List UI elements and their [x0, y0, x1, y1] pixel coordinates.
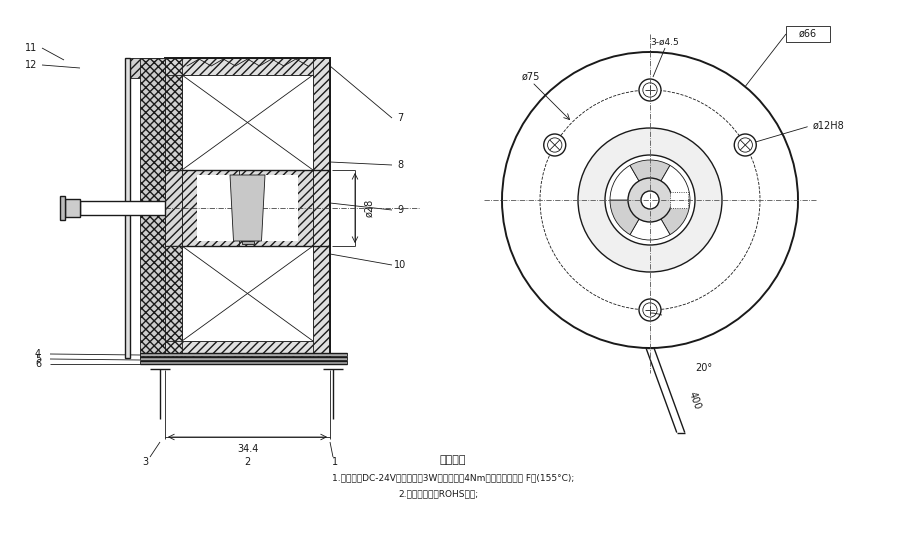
- Bar: [60, 196, 65, 220]
- Text: 34.4: 34.4: [237, 444, 258, 454]
- Text: 2.产品符合欧洲ROHS指令;: 2.产品符合欧洲ROHS指令;: [398, 489, 478, 499]
- Bar: [239, 170, 313, 246]
- Circle shape: [735, 134, 756, 156]
- Bar: [165, 75, 182, 170]
- Bar: [165, 58, 330, 75]
- Circle shape: [605, 155, 695, 245]
- Text: 7: 7: [397, 113, 403, 123]
- Wedge shape: [610, 200, 650, 234]
- Text: 1.额定电压DC-24V，消耗功率3W，额定扭矩4Nm，绕组绝缘等级 F级(155°C);: 1.额定电压DC-24V，消耗功率3W，额定扭矩4Nm，绕组绝缘等级 F级(15…: [332, 473, 574, 482]
- Circle shape: [628, 178, 672, 222]
- Text: 11: 11: [25, 43, 37, 53]
- Bar: [182, 170, 256, 246]
- Bar: [80, 201, 165, 215]
- Wedge shape: [650, 165, 690, 200]
- Bar: [165, 58, 182, 358]
- Circle shape: [639, 79, 661, 101]
- Wedge shape: [650, 200, 690, 234]
- Bar: [165, 58, 330, 358]
- Bar: [130, 58, 165, 78]
- Text: ø75: ø75: [522, 72, 541, 82]
- Bar: [140, 353, 347, 356]
- Bar: [165, 170, 182, 246]
- Bar: [140, 357, 347, 360]
- Text: 12: 12: [25, 60, 37, 70]
- Text: 400: 400: [687, 390, 703, 411]
- Text: 20°: 20°: [695, 363, 712, 373]
- Circle shape: [578, 128, 722, 272]
- Circle shape: [543, 134, 566, 156]
- Circle shape: [639, 299, 661, 321]
- Text: 4: 4: [35, 349, 41, 359]
- Text: 3-ø4.5: 3-ø4.5: [650, 38, 679, 46]
- Text: 5: 5: [35, 354, 41, 364]
- Bar: [165, 246, 182, 341]
- Bar: [786, 26, 830, 42]
- Circle shape: [641, 191, 659, 209]
- Bar: [65, 199, 80, 217]
- Text: 6: 6: [35, 359, 41, 369]
- Bar: [670, 192, 688, 208]
- Text: ø28: ø28: [364, 199, 374, 217]
- Text: 3: 3: [141, 457, 148, 467]
- Bar: [241, 241, 253, 244]
- Text: ø12H8: ø12H8: [813, 121, 844, 131]
- Bar: [140, 361, 347, 364]
- Wedge shape: [610, 165, 650, 200]
- Text: 10: 10: [394, 260, 406, 270]
- Bar: [197, 175, 298, 241]
- Text: 9: 9: [397, 205, 403, 215]
- Bar: [125, 58, 130, 358]
- Polygon shape: [230, 175, 265, 241]
- Bar: [313, 58, 330, 358]
- Wedge shape: [630, 160, 670, 200]
- Wedge shape: [630, 200, 670, 240]
- Circle shape: [502, 52, 798, 348]
- Text: 8: 8: [397, 160, 403, 170]
- Text: 2: 2: [244, 457, 250, 467]
- Bar: [140, 58, 165, 358]
- Bar: [165, 341, 330, 358]
- Text: 技术要求: 技术要求: [440, 455, 466, 465]
- Bar: [182, 246, 313, 341]
- Bar: [182, 75, 313, 170]
- Text: ø66: ø66: [799, 29, 817, 39]
- Text: 1: 1: [332, 457, 338, 467]
